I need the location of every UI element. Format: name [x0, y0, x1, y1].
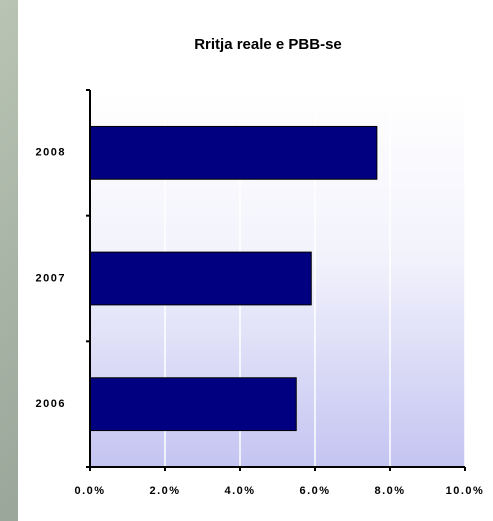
y-tick-label: 2007 [36, 272, 66, 284]
x-tick-label: 2.0% [149, 485, 180, 497]
bar [89, 125, 378, 180]
y-tick-label: 2008 [36, 147, 66, 159]
chart-title: Rritja reale e PBB-se [194, 36, 342, 53]
x-tick-label: 0.0% [74, 485, 105, 497]
bar [89, 377, 297, 432]
x-tick-label: 4.0% [224, 485, 255, 497]
x-tick-label: 8.0% [374, 485, 405, 497]
x-tick-label: 6.0% [299, 485, 330, 497]
x-tick-label: 10.0% [446, 485, 485, 497]
bar [89, 251, 312, 306]
y-tick-label: 2006 [36, 398, 66, 410]
